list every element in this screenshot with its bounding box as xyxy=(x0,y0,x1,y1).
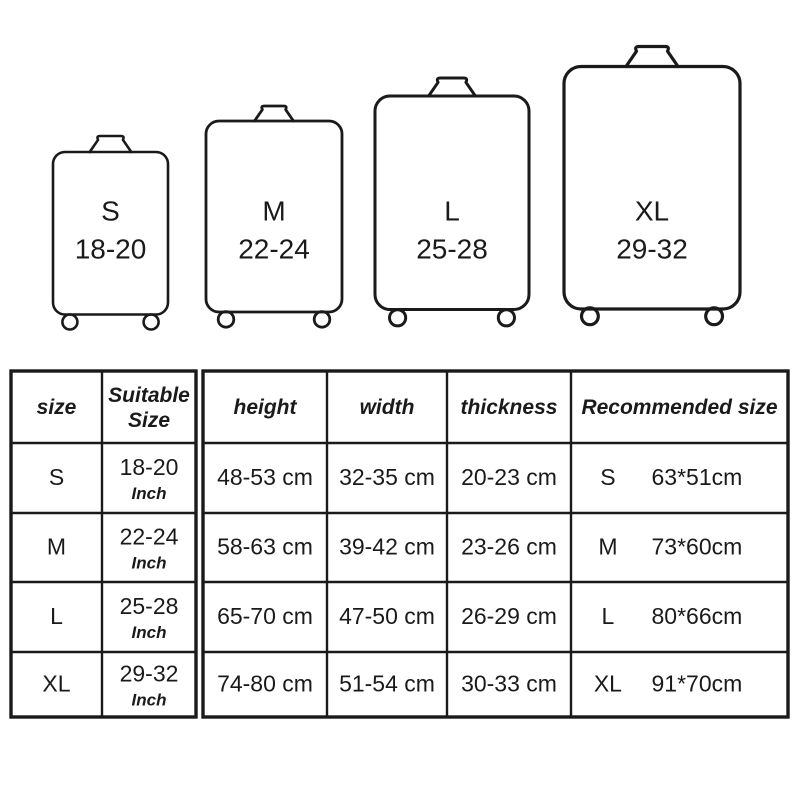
svg-text:L: L xyxy=(602,603,615,629)
svg-text:width: width xyxy=(360,396,415,419)
svg-text:Inch: Inch xyxy=(132,623,167,642)
svg-text:L: L xyxy=(444,196,460,227)
svg-text:63*51cm: 63*51cm xyxy=(652,464,743,490)
svg-text:22-24: 22-24 xyxy=(120,524,179,550)
svg-text:26-29 cm: 26-29 cm xyxy=(461,603,557,629)
svg-text:L: L xyxy=(50,603,63,629)
svg-text:29-32: 29-32 xyxy=(616,234,688,265)
svg-text:47-50 cm: 47-50 cm xyxy=(339,603,435,629)
svg-text:91*70cm: 91*70cm xyxy=(652,671,743,697)
svg-text:Inch: Inch xyxy=(132,484,167,503)
svg-text:65-70 cm: 65-70 cm xyxy=(217,603,313,629)
svg-text:73*60cm: 73*60cm xyxy=(652,534,743,560)
svg-text:Inch: Inch xyxy=(132,554,167,573)
svg-text:Inch: Inch xyxy=(132,691,167,710)
svg-text:Recommended size: Recommended size xyxy=(581,396,777,419)
svg-text:25-28: 25-28 xyxy=(120,593,179,619)
svg-text:25-28: 25-28 xyxy=(416,234,488,265)
svg-text:M: M xyxy=(598,534,617,560)
svg-text:size: size xyxy=(37,396,77,419)
svg-text:Suitable: Suitable xyxy=(108,384,190,407)
svg-text:80*66cm: 80*66cm xyxy=(652,603,743,629)
svg-text:22-24: 22-24 xyxy=(238,234,310,265)
svg-text:thickness: thickness xyxy=(461,396,558,419)
svg-text:M: M xyxy=(47,534,66,560)
svg-text:39-42 cm: 39-42 cm xyxy=(339,534,435,560)
svg-text:20-23 cm: 20-23 cm xyxy=(461,464,557,490)
svg-text:height: height xyxy=(234,396,298,419)
svg-text:58-63 cm: 58-63 cm xyxy=(217,534,313,560)
svg-text:S: S xyxy=(49,464,64,490)
svg-text:32-35 cm: 32-35 cm xyxy=(339,464,435,490)
svg-text:30-33 cm: 30-33 cm xyxy=(461,671,557,697)
svg-text:74-80 cm: 74-80 cm xyxy=(217,671,313,697)
svg-text:Size: Size xyxy=(128,409,170,432)
svg-text:XL: XL xyxy=(594,671,622,697)
svg-text:51-54 cm: 51-54 cm xyxy=(339,671,435,697)
svg-text:XL: XL xyxy=(42,671,70,697)
svg-text:18-20: 18-20 xyxy=(120,454,179,480)
svg-text:29-32: 29-32 xyxy=(120,661,179,687)
svg-text:23-26 cm: 23-26 cm xyxy=(461,534,557,560)
svg-text:48-53 cm: 48-53 cm xyxy=(217,464,313,490)
svg-text:S: S xyxy=(600,464,615,490)
svg-text:S: S xyxy=(101,196,120,227)
svg-text:M: M xyxy=(262,196,285,227)
svg-text:XL: XL xyxy=(635,196,669,227)
svg-text:18-20: 18-20 xyxy=(75,234,147,265)
